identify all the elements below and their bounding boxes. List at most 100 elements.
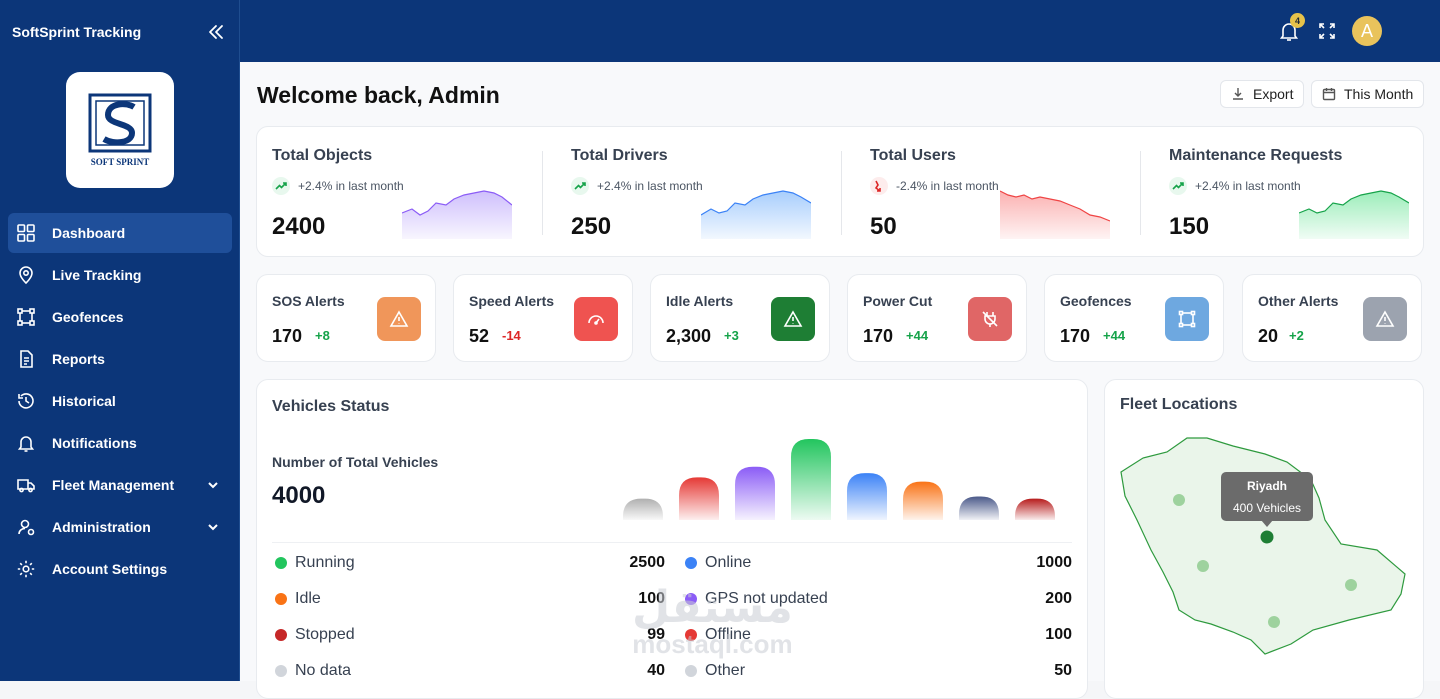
bar-offline[interactable] bbox=[959, 496, 999, 520]
sparkline-chart bbox=[402, 190, 512, 239]
legend-item[interactable]: Offline 100 bbox=[682, 625, 1072, 645]
legend-item[interactable]: Other 50 bbox=[682, 661, 1072, 681]
vehicle-location-marker[interactable] bbox=[1345, 579, 1357, 591]
alert-title: Other Alerts bbox=[1258, 293, 1339, 309]
stat-trend-text: +2.4% in last month bbox=[1195, 179, 1301, 193]
warning-icon bbox=[377, 297, 421, 341]
legend-label: Running bbox=[295, 554, 355, 571]
legend-dot bbox=[685, 665, 697, 677]
riyadh-location-marker[interactable] bbox=[1260, 530, 1274, 544]
sidebar-item-historical[interactable]: Historical bbox=[8, 381, 232, 421]
stat-total-users: Total Users -2.4% in last month 50 bbox=[855, 127, 1153, 257]
sparkline-chart bbox=[1299, 190, 1409, 239]
stat-trend-text: +2.4% in last month bbox=[597, 179, 703, 193]
sidebar-item-notifications[interactable]: Notifications bbox=[8, 423, 232, 463]
geofence-icon bbox=[17, 308, 35, 326]
sidebar-item-account-settings[interactable]: Account Settings bbox=[8, 549, 232, 589]
sidebar-item-live-tracking[interactable]: Live Tracking bbox=[8, 255, 232, 295]
country-outline bbox=[1120, 437, 1406, 655]
sidebar-item-reports[interactable]: Reports bbox=[8, 339, 232, 379]
date-range-button[interactable]: This Month bbox=[1311, 80, 1425, 108]
bar-running[interactable] bbox=[791, 439, 831, 520]
sidebar-item-geofences[interactable]: Geofences bbox=[8, 297, 232, 337]
admin-user-icon bbox=[18, 519, 35, 536]
legend-item[interactable]: Idle 100 bbox=[272, 589, 665, 609]
alert-card-geofences[interactable]: Geofences 170 +44 bbox=[1044, 274, 1224, 362]
bar-other[interactable] bbox=[1015, 498, 1055, 520]
map-pin-icon bbox=[19, 266, 33, 285]
warning-icon bbox=[771, 297, 815, 341]
stat-value: 2400 bbox=[272, 213, 326, 240]
sidebar-item-administration[interactable]: Administration bbox=[8, 507, 232, 547]
bar-no-data[interactable] bbox=[623, 498, 663, 520]
divider bbox=[272, 542, 1072, 543]
date-range-label: This Month bbox=[1344, 86, 1414, 102]
summary-stats-card: Total Objects +2.4% in last month 2400 T… bbox=[256, 126, 1424, 257]
tooltip-vehicle-count: 400 Vehicles bbox=[1233, 501, 1301, 515]
alert-card-speed[interactable]: Speed Alerts 52 -14 bbox=[453, 274, 633, 362]
softsprint-logo-icon bbox=[88, 93, 152, 153]
divider bbox=[841, 151, 842, 235]
top-bar: 4 A bbox=[240, 0, 1440, 62]
legend-value: 2500 bbox=[629, 554, 665, 571]
watermark: مستقل mostaql.com bbox=[632, 585, 793, 658]
chevron-down-icon bbox=[208, 524, 218, 531]
sidebar-item-label: Administration bbox=[52, 519, 151, 535]
alert-delta: +8 bbox=[315, 328, 330, 343]
download-icon bbox=[1233, 88, 1243, 100]
legend-item[interactable]: Running 2500 bbox=[272, 553, 665, 573]
brand-title: SoftSprint Tracking bbox=[12, 24, 142, 40]
legend-item[interactable]: No data 40 bbox=[272, 661, 665, 681]
stat-title: Maintenance Requests bbox=[1169, 147, 1343, 164]
sidebar-item-label: Live Tracking bbox=[52, 267, 142, 283]
sidebar-item-label: Reports bbox=[52, 351, 105, 367]
alert-value: 170 bbox=[1060, 326, 1091, 346]
export-label: Export bbox=[1253, 86, 1294, 102]
legend-label: Online bbox=[705, 554, 752, 571]
calendar-icon bbox=[1322, 88, 1336, 101]
sidebar-item-fleet-management[interactable]: Fleet Management bbox=[8, 465, 232, 505]
bar-stopped[interactable] bbox=[679, 477, 719, 520]
bar-idle[interactable] bbox=[903, 481, 943, 520]
alert-card-other[interactable]: Other Alerts 20 +2 bbox=[1242, 274, 1422, 362]
fullscreen-icon[interactable] bbox=[1318, 22, 1336, 40]
stat-value: 150 bbox=[1169, 213, 1210, 240]
vehicle-location-marker[interactable] bbox=[1197, 560, 1209, 572]
alert-card-power-cut[interactable]: Power Cut 170 +44 bbox=[847, 274, 1027, 362]
notification-count-badge: 4 bbox=[1290, 13, 1305, 28]
legend-dot bbox=[275, 629, 287, 641]
legend-dot bbox=[685, 557, 697, 569]
alert-value: 170 bbox=[272, 326, 303, 346]
bar-gps-not-updated[interactable] bbox=[735, 466, 775, 520]
legend-dot bbox=[275, 557, 287, 569]
stat-trend: +2.4% in last month bbox=[1169, 177, 1301, 195]
legend-dot bbox=[685, 593, 697, 605]
alert-card-idle[interactable]: Idle Alerts 2,300 +3 bbox=[650, 274, 830, 362]
stat-trend: +2.4% in last month bbox=[272, 177, 404, 195]
alert-delta: +3 bbox=[724, 328, 739, 343]
alert-card-sos[interactable]: SOS Alerts 170 +8 bbox=[256, 274, 436, 362]
collapse-sidebar-icon[interactable] bbox=[206, 22, 226, 42]
legend-item[interactable]: Online 1000 bbox=[682, 553, 1072, 573]
sidebar-item-dashboard[interactable]: Dashboard bbox=[8, 213, 232, 253]
alert-value: 20 bbox=[1258, 326, 1279, 346]
vehicle-location-marker[interactable] bbox=[1268, 616, 1280, 628]
page-title: Welcome back, Admin bbox=[257, 82, 500, 108]
legend-item[interactable]: GPS not updated 200 bbox=[682, 589, 1072, 609]
export-button[interactable]: Export bbox=[1220, 80, 1305, 108]
stat-title: Total Drivers bbox=[571, 147, 668, 164]
user-avatar[interactable]: A bbox=[1352, 16, 1382, 46]
legend-item[interactable]: Stopped 99 bbox=[272, 625, 665, 645]
alert-title: Idle Alerts bbox=[666, 293, 734, 309]
bar-online[interactable] bbox=[847, 473, 887, 520]
fleet-locations-card: Fleet Locations Riyadh 400 Vehicles bbox=[1104, 379, 1424, 699]
saudi-arabia-map[interactable]: Riyadh 400 Vehicles bbox=[1115, 432, 1415, 662]
alert-delta: -14 bbox=[502, 328, 521, 343]
vehicle-location-marker[interactable] bbox=[1173, 494, 1185, 506]
fleet-locations-title: Fleet Locations bbox=[1120, 396, 1238, 413]
alert-value: 52 bbox=[469, 326, 490, 346]
geofence-icon bbox=[1165, 297, 1209, 341]
legend-value: 100 bbox=[1045, 626, 1072, 643]
alert-delta: +44 bbox=[1103, 328, 1126, 343]
dashboard-grid-icon bbox=[17, 224, 35, 242]
